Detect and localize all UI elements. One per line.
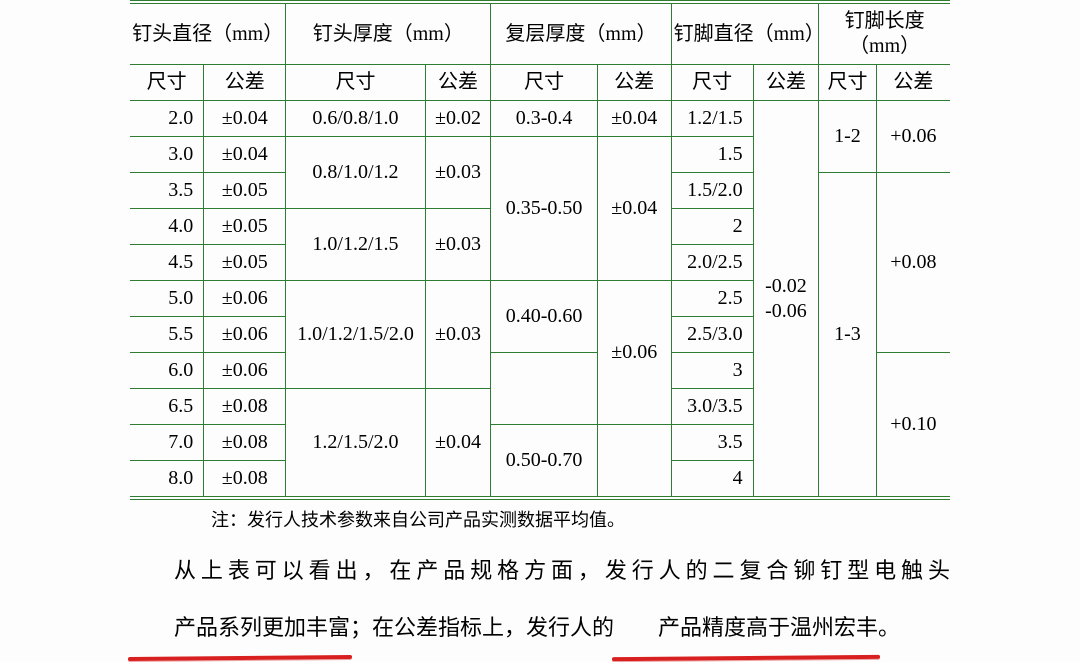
cell-tolerance: ±0.06	[204, 317, 286, 353]
cell-diameter: 4.5	[130, 245, 204, 281]
header-head-diameter: 钉头直径（mm）	[130, 2, 286, 65]
cell-thickness-tol: ±0.03	[425, 137, 491, 209]
text: 。	[878, 615, 900, 640]
header-pin-diameter: 钉脚直径（mm）	[671, 2, 819, 65]
table-row: 2.0 ±0.04 0.6/0.8/1.0 ±0.02 0.3-0.4 ±0.0…	[130, 101, 950, 137]
cell-tolerance: ±0.05	[204, 209, 286, 245]
cell-pin-diameter: 3.5	[671, 425, 753, 461]
cell-thickness-tol: ±0.03	[425, 209, 491, 281]
cell-tolerance: ±0.08	[204, 425, 286, 461]
cell-pin-diameter: 3.0/3.5	[671, 389, 753, 425]
subheader-tol: 公差	[204, 65, 286, 101]
highlighted-text: 产品精度高于温州宏丰	[614, 599, 878, 656]
cell-pin-length: 1-2	[819, 101, 876, 173]
cell-diameter: 3.0	[130, 137, 204, 173]
cell-clad: 0.35-0.50	[491, 137, 598, 281]
cell-pin-length-tol: +0.06	[876, 101, 950, 173]
cell-tolerance: ±0.05	[204, 173, 286, 209]
cell-tolerance: ±0.08	[204, 461, 286, 499]
cell-pin-diameter-tol: -0.02 -0.06	[753, 101, 819, 499]
cell-thickness: 1.0/1.2/1.5	[286, 209, 425, 281]
cell-pin-diameter: 1.2/1.5	[671, 101, 753, 137]
subheader-tol: 公差	[876, 65, 950, 101]
subheader-tol: 公差	[597, 65, 671, 101]
subheader-size: 尺寸	[286, 65, 425, 101]
cell-thickness-tol: ±0.02	[425, 101, 491, 137]
cell-tolerance: ±0.04	[204, 137, 286, 173]
cell-tolerance: ±0.05	[204, 245, 286, 281]
cell-pin-length-tol: +0.10	[876, 353, 950, 499]
cell-diameter: 2.0	[130, 101, 204, 137]
cell-clad-tol: ±0.06	[597, 281, 671, 425]
cell-pin-diameter: 1.5	[671, 137, 753, 173]
page-container: 钉头直径（mm） 钉头厚度（mm） 复层厚度（mm） 钉脚直径（mm） 钉脚长度…	[0, 0, 1080, 656]
cell-diameter: 5.0	[130, 281, 204, 317]
cell-pin-length: 1-3	[819, 173, 876, 499]
cell-diameter: 6.0	[130, 353, 204, 389]
cell-pin-length-tol: +0.08	[876, 173, 950, 353]
subheader-tol: 公差	[425, 65, 491, 101]
cell-diameter: 5.5	[130, 317, 204, 353]
cell-thickness: 1.2/1.5/2.0	[286, 389, 425, 499]
cell-thickness-tol: ±0.04	[425, 389, 491, 499]
cell-diameter: 4.0	[130, 209, 204, 245]
table-note: 注：发行人技术参数来自公司产品实测数据平均值。	[130, 506, 950, 532]
cell-clad-tol: ±0.04	[597, 137, 671, 281]
cell-diameter: 8.0	[130, 461, 204, 499]
cell-tolerance: ±0.06	[204, 353, 286, 389]
cell-pin-diameter: 2.5/3.0	[671, 317, 753, 353]
cell-pin-diameter: 2.5	[671, 281, 753, 317]
cell-tolerance: ±0.06	[204, 281, 286, 317]
cell-pin-diameter: 2	[671, 209, 753, 245]
cell-clad-tol	[597, 425, 671, 499]
cell-pin-diameter: 3	[671, 353, 753, 389]
cell-pin-diameter: 2.0/2.5	[671, 245, 753, 281]
cell-pin-diameter: 4	[671, 461, 753, 499]
subheader-size: 尺寸	[130, 65, 204, 101]
header-clad-thickness: 复层厚度（mm）	[491, 2, 671, 65]
subheader-size: 尺寸	[491, 65, 598, 101]
cell-tolerance: ±0.04	[204, 101, 286, 137]
text: 从上表可以看出，在产品规格方面，发行人的二复合铆钉型电触头	[174, 558, 950, 583]
cell-clad: 0.40-0.60	[491, 281, 598, 353]
cell-clad: 0.3-0.4	[491, 101, 598, 137]
highlighted-text: 产品系列更加丰富	[130, 599, 350, 656]
cell-diameter: 7.0	[130, 425, 204, 461]
cell-tolerance: ±0.08	[204, 389, 286, 425]
text: ；在公差指标上，发行人的	[350, 615, 614, 640]
subheader-size: 尺寸	[671, 65, 753, 101]
paragraph: 从上表可以看出，在产品规格方面，发行人的二复合铆钉型电触头产品系列更加丰富；在公…	[130, 542, 950, 656]
cell-pin-diameter: 1.5/2.0	[671, 173, 753, 209]
cell-thickness: 0.8/1.0/1.2	[286, 137, 425, 209]
cell-thickness: 1.0/1.2/1.5/2.0	[286, 281, 425, 389]
cell-thickness-tol: ±0.03	[425, 281, 491, 389]
cell-clad: 0.50-0.70	[491, 425, 598, 499]
cell-clad-tol: ±0.04	[597, 101, 671, 137]
cell-clad	[491, 353, 598, 425]
subheader-size: 尺寸	[819, 65, 876, 101]
spec-table: 钉头直径（mm） 钉头厚度（mm） 复层厚度（mm） 钉脚直径（mm） 钉脚长度…	[130, 0, 950, 500]
cell-thickness: 0.6/0.8/1.0	[286, 101, 425, 137]
cell-diameter: 6.5	[130, 389, 204, 425]
header-head-thickness: 钉头厚度（mm）	[286, 2, 491, 65]
header-pin-length: 钉脚长度（mm）	[819, 2, 950, 65]
subheader-tol: 公差	[753, 65, 819, 101]
cell-diameter: 3.5	[130, 173, 204, 209]
